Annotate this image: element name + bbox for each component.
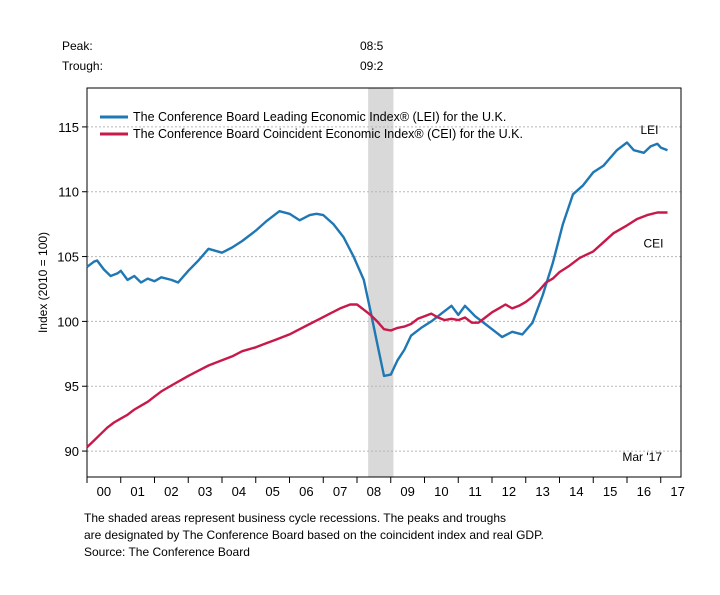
x-tick-label: 06 — [299, 484, 313, 499]
lei-line — [86, 141, 668, 378]
x-tick-label: 05 — [265, 484, 279, 499]
trough-label: Trough: — [62, 59, 103, 73]
x-tick-label: 00 — [97, 484, 111, 499]
peak-row: Peak: 08:5 — [62, 36, 402, 56]
x-tick-label: 12 — [502, 484, 516, 499]
legend-entry: The Conference Board Coincident Economic… — [133, 127, 523, 141]
recession-band — [368, 88, 394, 477]
y-tick-label: 115 — [58, 120, 79, 135]
date-annotation: Mar '17 — [622, 450, 662, 464]
x-tick-label: 16 — [637, 484, 651, 499]
footnote: The shaded areas represent business cycl… — [84, 510, 704, 561]
axis-ticks: 90 95 100 105 110 115 00 01 02 03 04 05 06 07 08 09 10 11… — [57, 120, 685, 499]
x-tick-label: 02 — [164, 484, 178, 499]
footnote-line-2: are designated by The Conference Board b… — [84, 528, 544, 542]
cei-line — [86, 211, 668, 449]
peak-value: 08:5 — [360, 39, 384, 53]
y-tick-label: 90 — [65, 444, 79, 459]
x-tick-label: 03 — [198, 484, 212, 499]
x-tick-label: 14 — [569, 484, 583, 499]
y-tick-label: 105 — [57, 250, 79, 265]
y-tick-label: 100 — [57, 314, 79, 329]
y-tick-label: 110 — [58, 185, 79, 200]
series-lines — [86, 141, 668, 449]
legend: The Conference Board Leading Economic In… — [100, 110, 523, 141]
x-tick-label: 08 — [367, 484, 381, 499]
footnote-source: Source: The Conference Board — [84, 545, 250, 559]
y-tick-label: 95 — [65, 379, 79, 394]
peak-trough-panel: Peak: 08:5 Trough: 09:2 — [62, 36, 402, 76]
legend-entry: The Conference Board Leading Economic In… — [133, 110, 506, 124]
x-tick-label: 09 — [400, 484, 414, 499]
x-tick-label: 04 — [232, 484, 246, 499]
x-tick-label: 07 — [333, 484, 347, 499]
cei-series-label: CEI — [644, 236, 664, 250]
peak-label: Peak: — [62, 39, 93, 53]
lei-series-label: LEI — [641, 123, 659, 137]
x-tick-label: 13 — [535, 484, 549, 499]
plot-frame — [86, 87, 682, 478]
x-tick-label: 11 — [468, 484, 482, 499]
x-tick-label: 15 — [603, 484, 617, 499]
trough-row: Trough: 09:2 — [62, 56, 402, 76]
x-tick-label: 10 — [434, 484, 448, 499]
recession-bands — [368, 88, 394, 477]
x-tick-label: 01 — [130, 484, 144, 499]
y-axis-label: Index (2010 = 100) — [36, 232, 50, 333]
trough-value: 09:2 — [360, 59, 384, 73]
x-tick-label: 17 — [670, 484, 684, 499]
gridlines — [87, 126, 681, 452]
footnote-line-1: The shaded areas represent business cycl… — [84, 511, 507, 525]
